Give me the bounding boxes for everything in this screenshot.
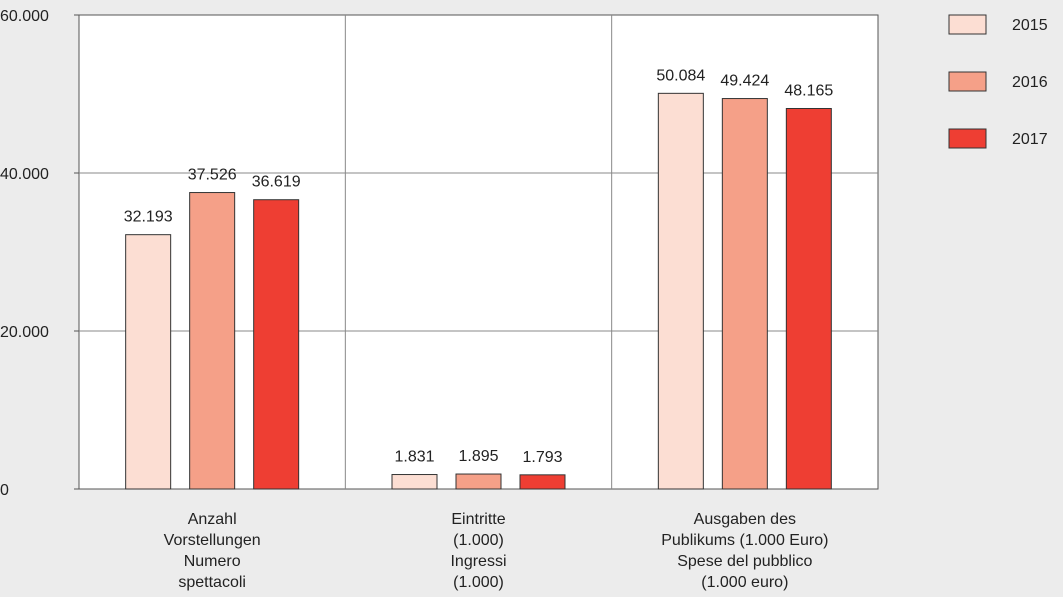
legend-swatch-2017 [948, 128, 987, 149]
legend-swatch-2016 [948, 71, 987, 92]
bar-2015 [657, 92, 704, 490]
data-label: 48.165 [784, 82, 833, 99]
category-label: (1.000) [453, 574, 504, 591]
legend-swatch-2015 [948, 14, 987, 35]
y-axis-ticks: 0 20.000 40.000 60.000 [0, 8, 79, 499]
category-label: Numero [184, 553, 241, 570]
category-label: Ausgaben des [694, 511, 796, 528]
data-label: 1.793 [522, 449, 562, 466]
category-label: Publikums (1.000 Euro) [661, 532, 828, 549]
data-labels: 32.193 37.526 36.619 1.831 1.895 1.793 50.084 4… [124, 67, 834, 465]
data-label: 32.193 [124, 209, 173, 226]
category-labels: Anzahl Vorstellungen Numero spettacoli Eintr… [164, 511, 829, 591]
data-label: 1.831 [394, 449, 434, 466]
y-tick-label: 0 [0, 482, 9, 499]
category-label: Vorstellungen [164, 532, 261, 549]
category-label: Anzahl [188, 511, 237, 528]
legend-label-2015: 2015 [1012, 17, 1048, 34]
category-label: (1.000) [453, 532, 504, 549]
category-label: (1.000 euro) [701, 574, 788, 591]
category-label: Eintritte [451, 511, 505, 528]
bar-2016 [455, 473, 502, 490]
data-label: 49.424 [720, 73, 769, 90]
category-label: spettacoli [178, 574, 246, 591]
bars [125, 92, 832, 490]
bar-2017 [785, 107, 832, 490]
legend-label-2017: 2017 [1012, 131, 1048, 148]
y-tick-label: 40.000 [0, 166, 49, 183]
y-tick-label: 20.000 [0, 324, 49, 341]
bar-2016 [189, 192, 236, 490]
y-tick-label: 60.000 [0, 8, 49, 25]
bar-2015 [125, 234, 172, 490]
bar-2017 [253, 199, 300, 490]
data-label: 1.895 [458, 448, 498, 465]
bar-2017 [519, 474, 566, 490]
category-label: Ingressi [450, 553, 506, 570]
data-label: 36.619 [252, 174, 301, 191]
bar-2016 [721, 98, 768, 490]
bar-2015 [391, 474, 438, 490]
legend: 2015 2016 2017 [948, 14, 1048, 149]
data-label: 50.084 [656, 67, 705, 84]
category-label: Spese del pubblico [677, 553, 812, 570]
legend-label-2016: 2016 [1012, 74, 1048, 91]
data-label: 37.526 [188, 167, 237, 184]
